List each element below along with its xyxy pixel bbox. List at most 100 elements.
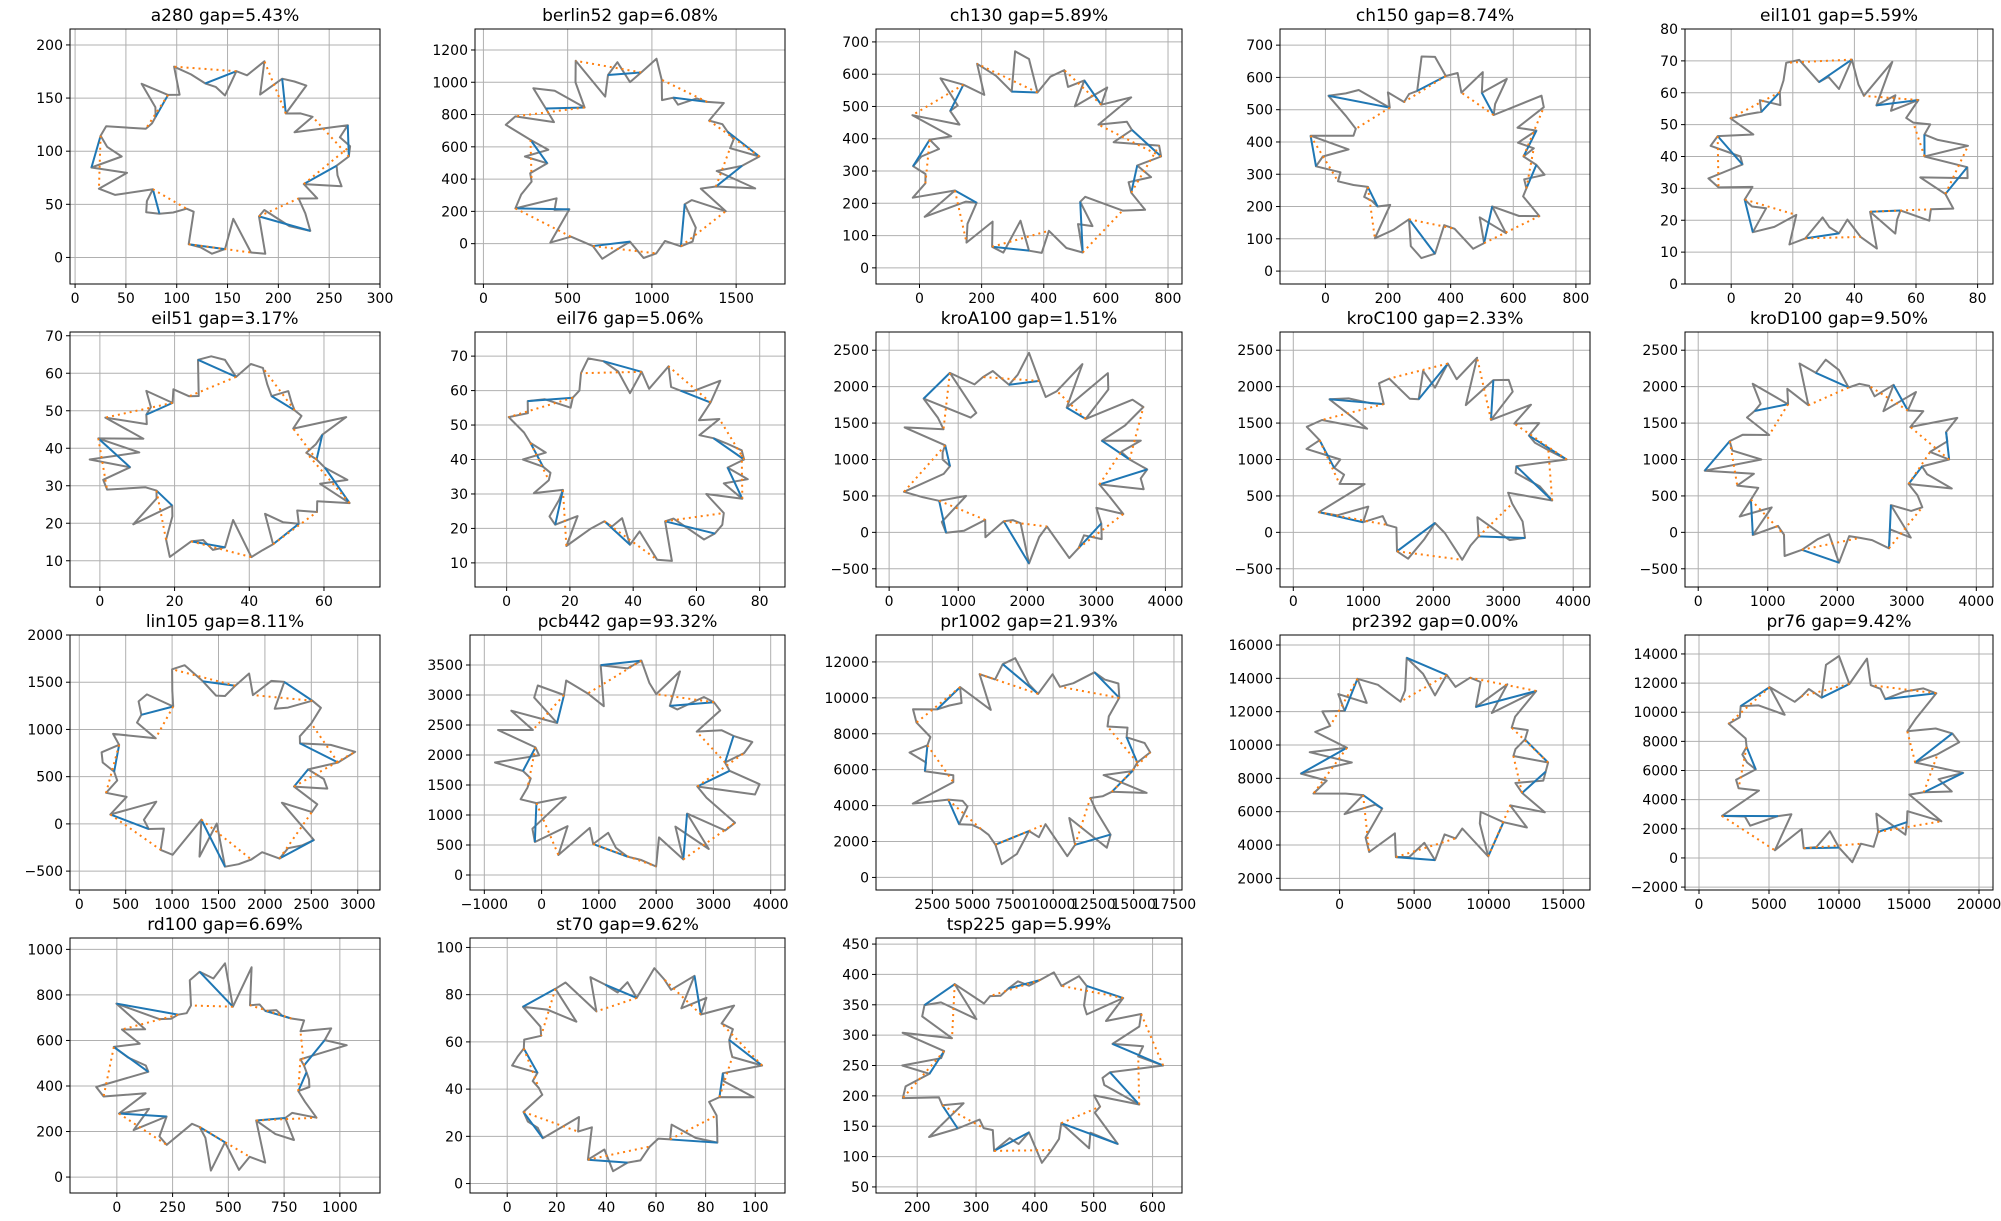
- y-tick-label: −500: [1640, 562, 1678, 578]
- tour-edge-a: [145, 401, 173, 416]
- tour-edge-a: [1944, 166, 1969, 195]
- subplot-11: pcb442 gap=93.32% −1000 0 1000 2000 3000 4000 0…: [427, 612, 788, 913]
- y-tick-label: 0: [459, 237, 468, 253]
- x-tick-label: 750: [271, 1200, 298, 1216]
- tour-edge-b: [514, 207, 572, 238]
- tour-path-shared: [1305, 356, 1568, 561]
- tour-edge-b: [669, 1114, 718, 1141]
- tour-edge-a: [993, 1131, 1030, 1152]
- y-tick-label: 2000: [1642, 380, 1678, 396]
- y-tick-label: 2500: [833, 343, 869, 359]
- tour-edge-a: [522, 1111, 544, 1139]
- axes-frame: [1684, 28, 1994, 285]
- tour-edge-a: [1366, 186, 1379, 207]
- y-tick-label: 150: [36, 91, 63, 107]
- tour-edge-b: [1907, 451, 1931, 485]
- tour-edge-b: [252, 694, 313, 702]
- x-tick-label: 40: [598, 1200, 616, 1216]
- tour-edge-b: [587, 659, 642, 695]
- tour-edge-b: [718, 1056, 734, 1098]
- y-tick-label: 80: [445, 988, 463, 1004]
- tour-edge-b: [522, 1048, 540, 1089]
- tour-edge-a: [954, 189, 978, 204]
- tour-path-shared: [100, 664, 357, 868]
- y-tick-label: 20: [45, 516, 63, 532]
- tour-edge-b: [1061, 984, 1124, 1000]
- tour-edge-a: [1525, 164, 1538, 189]
- y-tick-label: 10000: [1228, 738, 1273, 754]
- tour-edge-b: [708, 119, 760, 158]
- tour-edge-a: [992, 245, 1030, 252]
- tour-edge-a: [673, 96, 708, 103]
- tour-edge-b: [535, 802, 560, 856]
- tour-edge-a: [912, 139, 931, 167]
- tour-edge-b: [310, 722, 339, 764]
- tour-edge-a: [922, 372, 951, 400]
- y-tick-label: 200: [36, 38, 63, 54]
- y-tick-label: 3000: [427, 688, 463, 704]
- x-tick-label: 5000: [1751, 897, 1787, 913]
- tour-edge-a: [696, 769, 731, 788]
- x-tick-label: 800: [1563, 291, 1590, 307]
- tour-edge-b: [1476, 357, 1492, 421]
- tour-edge-a: [1008, 379, 1040, 386]
- tour-edge-b: [718, 418, 745, 461]
- tour-edge-a: [603, 360, 642, 373]
- tour-edge-a: [1483, 206, 1494, 244]
- tour-edge-b: [911, 83, 964, 117]
- tour-edge-b: [680, 210, 727, 248]
- x-tick-label: 4000: [1148, 594, 1184, 610]
- tour-edge-a: [198, 971, 234, 1008]
- x-tick-label: 20: [548, 1200, 566, 1216]
- tour-edge-a: [1395, 856, 1436, 862]
- tour-edge-a: [90, 135, 102, 168]
- tour-edge-a: [258, 215, 311, 232]
- y-tick-label: 100: [842, 229, 869, 245]
- tour-edge-b: [1137, 1056, 1141, 1105]
- subplot-5: eil51 gap=3.17% 0 20 40 60 10 20 30 40 50 60 70: [45, 309, 381, 610]
- tour-edge-a: [297, 1071, 308, 1092]
- y-tick-label: 3500: [427, 658, 463, 674]
- x-tick-label: 3000: [340, 897, 376, 913]
- tour-edge-b: [1870, 684, 1937, 695]
- x-tick-label: 1000: [634, 291, 670, 307]
- y-tick-label: 0: [54, 817, 63, 833]
- subplot-2: ch130 gap=5.89% 0 200 400 600 800 0 100 200 300 40…: [842, 6, 1183, 307]
- x-tick-label: 3000: [1079, 594, 1115, 610]
- tour-edge-b: [1074, 797, 1092, 846]
- y-tick-label: 0: [1264, 525, 1273, 541]
- tour-edge-a: [197, 358, 237, 378]
- x-tick-label: 250: [159, 1200, 186, 1216]
- y-tick-label: 250: [842, 1059, 869, 1075]
- y-tick-label: 2000: [27, 628, 63, 644]
- y-tick-label: 8000: [1237, 771, 1273, 787]
- subplot-title: eil101 gap=5.59%: [1760, 6, 1918, 26]
- x-tick-label: 100: [163, 291, 190, 307]
- tour-edge-a: [522, 746, 537, 772]
- x-tick-label: 800: [1155, 291, 1182, 307]
- tour-edge-a: [1489, 380, 1495, 420]
- x-tick-label: 2500: [293, 897, 329, 913]
- tour-edge-b: [664, 512, 724, 523]
- tour-edge-b: [714, 147, 731, 187]
- x-tick-label: 400: [1030, 291, 1057, 307]
- x-tick-label: 10000: [1466, 897, 1511, 913]
- x-tick-label: 0: [95, 594, 104, 610]
- tour-edge-a: [522, 987, 556, 1008]
- x-tick-label: 20: [561, 594, 579, 610]
- y-tick-label: 100: [436, 940, 463, 956]
- tour-edge-b: [581, 370, 642, 375]
- tour-edge-b: [121, 1013, 179, 1031]
- tour-edge-a: [1524, 738, 1549, 764]
- tour-edge-a: [515, 207, 570, 211]
- y-tick-label: 30: [1660, 181, 1678, 197]
- tour-edge-b: [942, 372, 951, 430]
- x-tick-label: 0: [915, 291, 924, 307]
- y-tick-label: 500: [1651, 489, 1678, 505]
- tour-edge-b: [305, 452, 351, 504]
- y-tick-label: 60: [1660, 86, 1678, 102]
- tour-edge-a: [1876, 99, 1919, 107]
- tour-edge-b: [1056, 390, 1087, 420]
- tour-edge-a: [718, 1073, 724, 1098]
- y-tick-label: 300: [842, 164, 869, 180]
